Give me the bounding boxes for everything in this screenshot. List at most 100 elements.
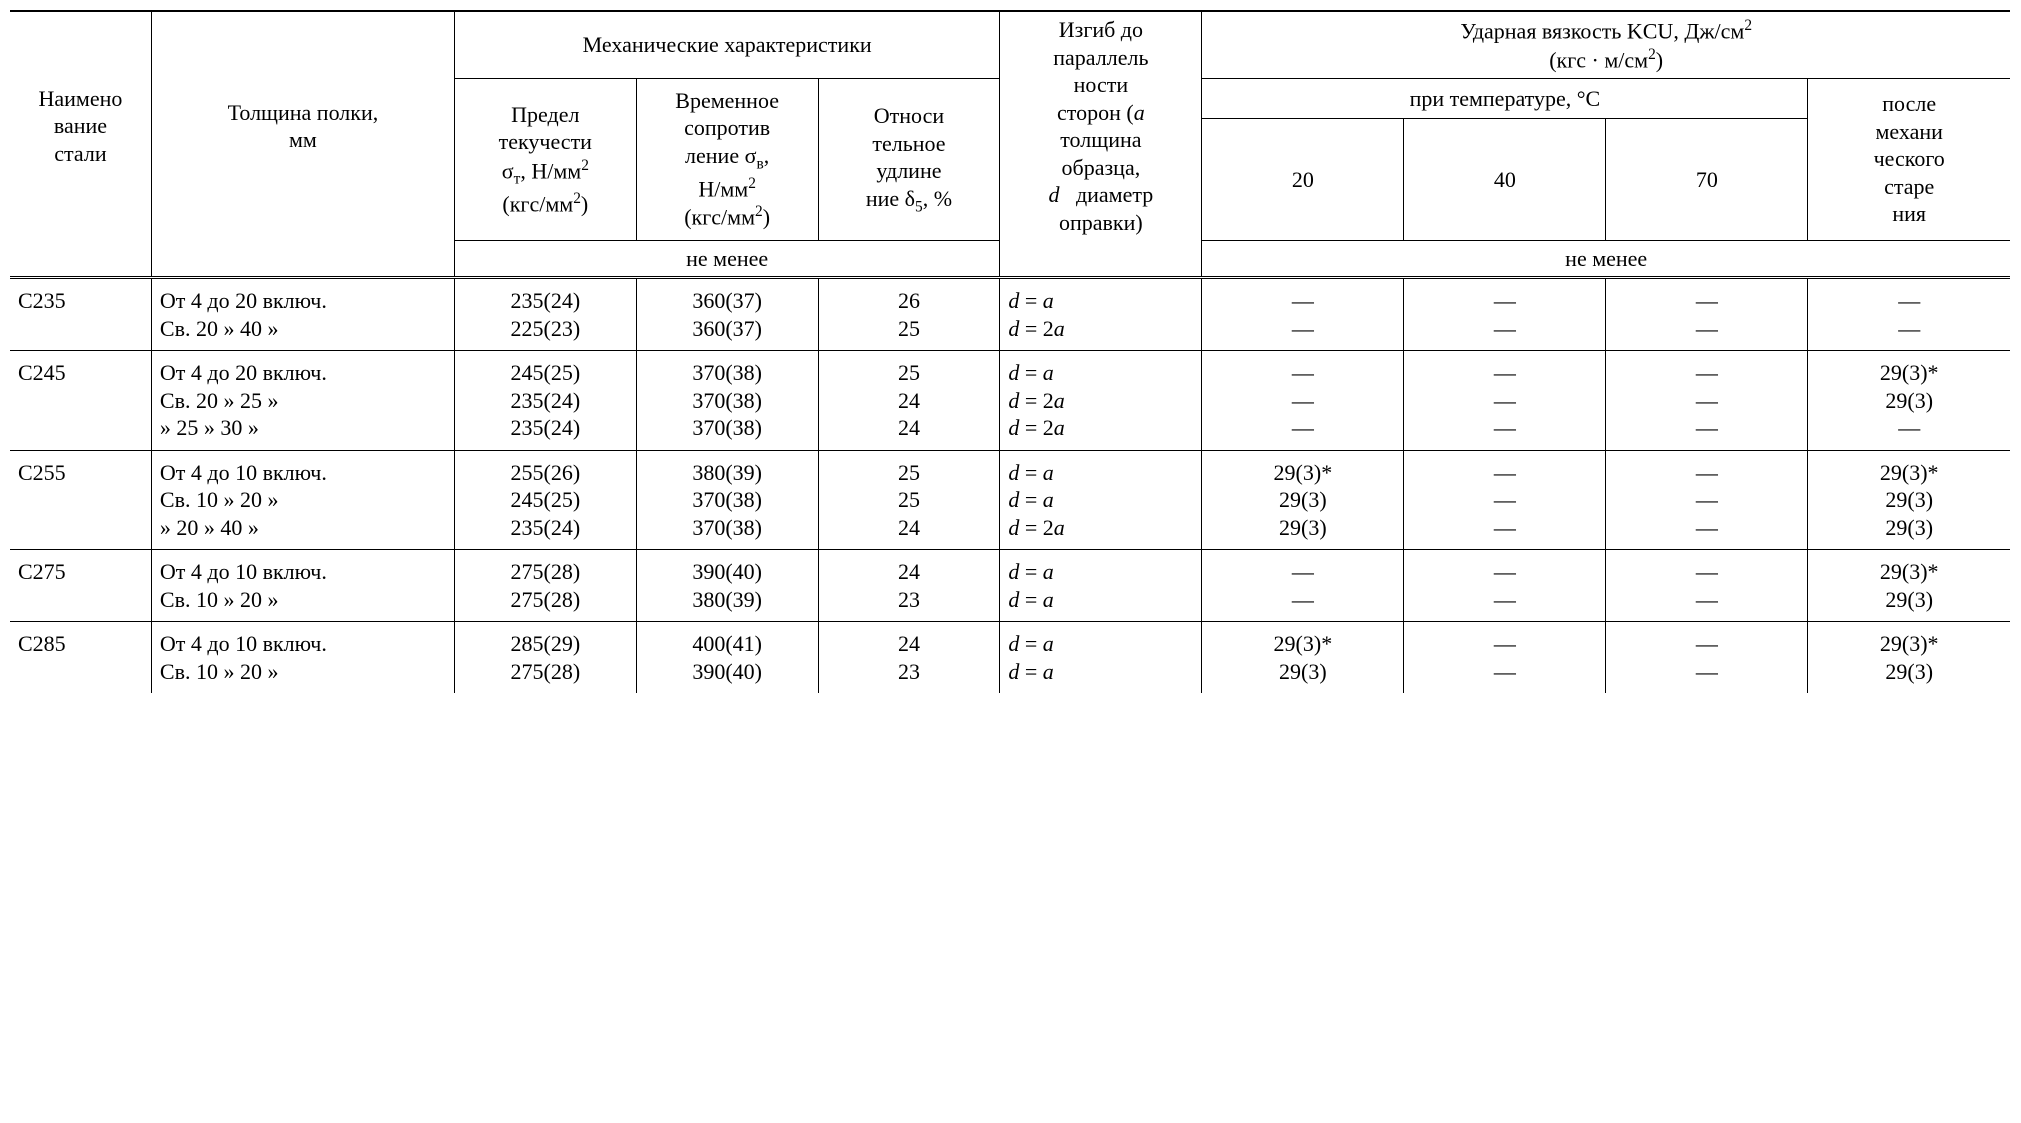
cell-tensile: 380(39): [636, 450, 818, 486]
cell-tensile: 360(37): [636, 278, 818, 315]
cell-elong: 24: [818, 387, 1000, 415]
table-header: Наимено вание стали Толщина полки, мм Ме…: [10, 11, 2010, 278]
cell-age: 29(3)*: [1808, 450, 2010, 486]
hdr-tensile-sup: 2: [748, 175, 756, 192]
cell-t70: —: [1606, 387, 1808, 415]
cell-bend: d = a: [1000, 278, 1202, 315]
cell-t70: —: [1606, 414, 1808, 450]
cell-bend: d = a: [1000, 550, 1202, 586]
hdr-bend-d: d: [1048, 182, 1059, 207]
hdr-kcu-unit2-sup: 2: [1648, 46, 1656, 63]
cell-thickness: Св. 10 » 20 »: [151, 486, 454, 514]
hdr-kcu-close: ): [1656, 47, 1663, 72]
cell-elong: 26: [818, 278, 1000, 315]
cell-yield: 235(24): [454, 278, 636, 315]
cell-bend: d = 2a: [1000, 315, 1202, 351]
cell-t20: 29(3): [1202, 514, 1404, 550]
hdr-spacer-1: [10, 240, 151, 278]
cell-thickness: От 4 до 10 включ.: [151, 550, 454, 586]
hdr-tensile-sub: в: [756, 155, 763, 172]
cell-t40: —: [1404, 658, 1606, 694]
cell-t20: —: [1202, 278, 1404, 315]
cell-bend: d = a: [1000, 486, 1202, 514]
cell-t70: —: [1606, 658, 1808, 694]
cell-tensile: 370(38): [636, 514, 818, 550]
cell-t20: 29(3)*: [1202, 622, 1404, 658]
hdr-kcu-unit2: (кгс · м/см: [1549, 47, 1648, 72]
cell-bend: d = a: [1000, 622, 1202, 658]
cell-tensile: 370(38): [636, 351, 818, 387]
hdr-yield-sup: 2: [581, 157, 589, 174]
cell-thickness: Св. 20 » 40 »: [151, 315, 454, 351]
cell-thickness: От 4 до 10 включ.: [151, 450, 454, 486]
hdr-yield-close: ): [581, 191, 588, 216]
cell-thickness: Св. 20 » 25 »: [151, 387, 454, 415]
cell-bend: d = a: [1000, 658, 1202, 694]
cell-age: —: [1808, 414, 2010, 450]
cell-bend: d = 2a: [1000, 514, 1202, 550]
hdr-flange-thickness: Толщина полки, мм: [151, 11, 454, 240]
hdr-spacer-2: [151, 240, 454, 278]
cell-thickness: » 20 » 40 »: [151, 514, 454, 550]
cell-elong: 25: [818, 486, 1000, 514]
cell-tensile: 360(37): [636, 315, 818, 351]
table-body: С235От 4 до 20 включ.235(24)360(37)26d =…: [10, 278, 2010, 694]
cell-thickness: От 4 до 10 включ.: [151, 622, 454, 658]
hdr-t40: 40: [1404, 119, 1606, 240]
hdr-tensile-sup2: 2: [755, 203, 763, 220]
cell-tensile: 400(41): [636, 622, 818, 658]
hdr-at-temp: при температуре, °С: [1202, 78, 1808, 119]
cell-yield: 255(26): [454, 450, 636, 486]
hdr-kcu-text: Ударная вязкость KCU, Дж/см: [1460, 18, 1744, 43]
cell-t70: —: [1606, 550, 1808, 586]
cell-elong: 24: [818, 414, 1000, 450]
cell-yield: 235(24): [454, 414, 636, 450]
cell-t40: —: [1404, 450, 1606, 486]
cell-t40: —: [1404, 351, 1606, 387]
cell-t40: —: [1404, 514, 1606, 550]
hdr-yield: Предел текучести σт, Н/мм2 (кгс/мм2): [454, 78, 636, 240]
hdr-after-aging: после механи ческого старе ния: [1808, 78, 2010, 240]
cell-yield: 285(29): [454, 622, 636, 658]
cell-t70: —: [1606, 514, 1808, 550]
cell-tensile: 380(39): [636, 586, 818, 622]
hdr-bend-a: а: [1134, 100, 1145, 125]
cell-t20: —: [1202, 351, 1404, 387]
cell-bend: d = a: [1000, 586, 1202, 622]
cell-yield: 245(25): [454, 351, 636, 387]
hdr-t70: 70: [1606, 119, 1808, 240]
cell-elong: 24: [818, 622, 1000, 658]
cell-elong: 23: [818, 658, 1000, 694]
cell-thickness: Св. 10 » 20 »: [151, 658, 454, 694]
cell-age: 29(3)*: [1808, 351, 2010, 387]
cell-elong: 23: [818, 586, 1000, 622]
cell-t20: —: [1202, 550, 1404, 586]
cell-yield: 235(24): [454, 514, 636, 550]
hdr-steel-name: Наимено вание стали: [10, 11, 151, 240]
cell-steel-name: С255: [10, 450, 151, 550]
cell-tensile: 390(40): [636, 658, 818, 694]
cell-age: 29(3)*: [1808, 622, 2010, 658]
hdr-tensile-unit2: (кгс/мм: [684, 205, 755, 230]
cell-t40: —: [1404, 486, 1606, 514]
cell-t20: 29(3): [1202, 658, 1404, 694]
cell-age: —: [1808, 278, 2010, 315]
cell-t70: —: [1606, 315, 1808, 351]
cell-t40: —: [1404, 278, 1606, 315]
hdr-bend-mid: толщина образца,: [1060, 127, 1141, 180]
cell-t70: —: [1606, 622, 1808, 658]
cell-age: 29(3): [1808, 486, 2010, 514]
hdr-yield-unit2: (кгс/мм: [502, 191, 573, 216]
cell-t40: —: [1404, 387, 1606, 415]
cell-t70: —: [1606, 586, 1808, 622]
hdr-spacer-3: [1000, 240, 1202, 278]
cell-steel-name: С245: [10, 351, 151, 451]
cell-tensile: 370(38): [636, 414, 818, 450]
cell-elong: 24: [818, 514, 1000, 550]
cell-age: —: [1808, 315, 2010, 351]
cell-thickness: От 4 до 20 включ.: [151, 278, 454, 315]
cell-t70: —: [1606, 351, 1808, 387]
hdr-bend-end: диаметр оправки): [1059, 182, 1153, 235]
cell-t70: —: [1606, 486, 1808, 514]
hdr-mech-char: Механические характеристики: [454, 11, 999, 78]
